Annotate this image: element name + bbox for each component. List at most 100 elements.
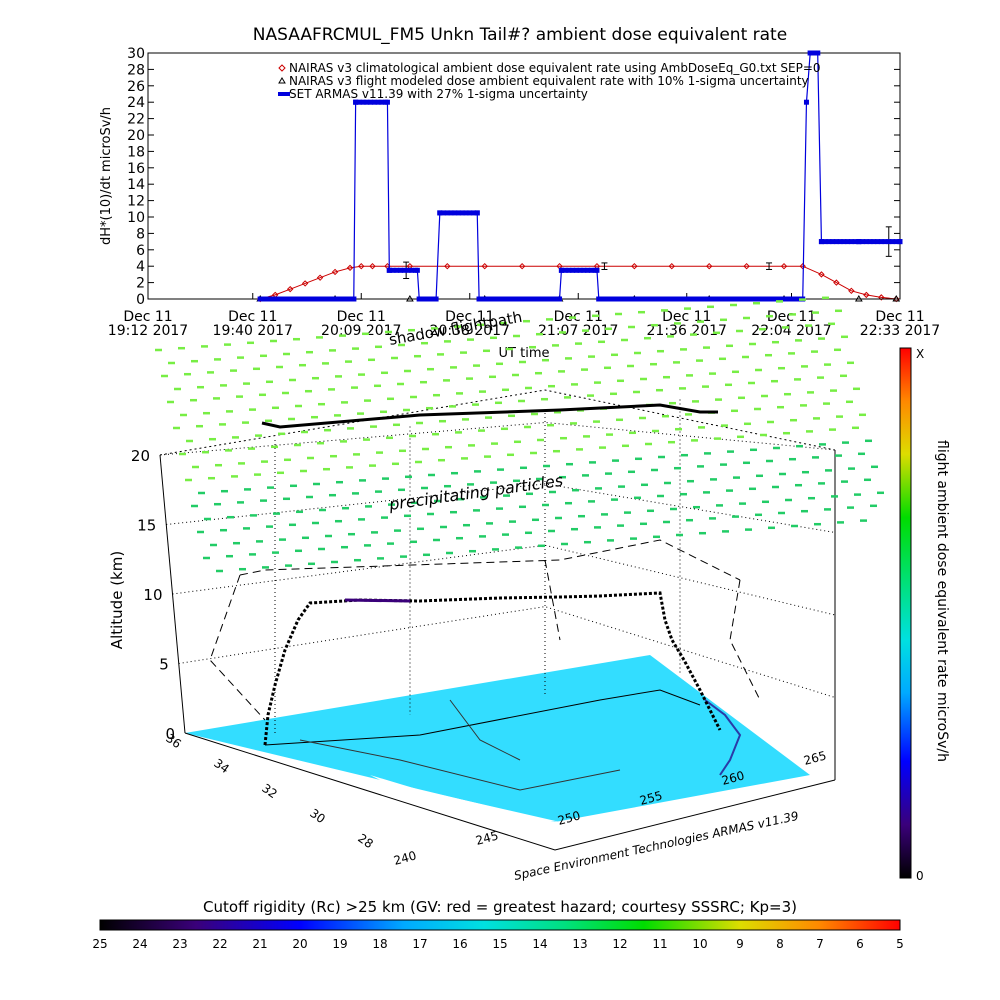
series-point	[890, 239, 896, 245]
series-point	[852, 239, 858, 245]
series-point	[518, 262, 526, 270]
series-point	[301, 280, 309, 287]
series-point	[753, 296, 759, 302]
series-point	[871, 239, 877, 245]
series-point	[764, 296, 770, 302]
series-point	[265, 296, 271, 302]
series-point	[444, 262, 451, 270]
projection-dashed-line	[239, 539, 741, 581]
latitude-tick-label: 30	[307, 806, 328, 826]
series-point	[607, 296, 613, 302]
series-point	[286, 285, 294, 293]
grid-line	[159, 421, 836, 456]
shadow-flightpath-ground	[264, 689, 701, 746]
series-point	[343, 296, 349, 302]
series-point	[686, 296, 692, 302]
series-point	[525, 296, 531, 302]
cutoff-scale-label: 20	[292, 937, 307, 951]
cutoff-scale-label: 14	[532, 937, 547, 951]
series-point	[704, 296, 710, 302]
series-point	[371, 99, 377, 105]
series-point	[427, 296, 433, 302]
cutoff-scale-label: 5	[896, 937, 904, 951]
y-axis-label: dH*(10)/dt microSv/h	[99, 107, 114, 245]
series-point	[637, 296, 643, 302]
series-point	[444, 210, 450, 216]
series-point	[558, 267, 564, 273]
y-tick-label: 24	[127, 95, 145, 111]
shadow-flightpath	[261, 403, 718, 429]
series-point	[484, 296, 490, 302]
series-point	[456, 210, 462, 216]
series-point	[734, 296, 740, 302]
series-point	[536, 296, 542, 302]
series-point	[441, 210, 447, 216]
series-point	[356, 99, 362, 105]
y-tick-label: 10	[127, 210, 145, 226]
series-point	[521, 296, 527, 302]
series-point	[768, 296, 774, 302]
cutoff-fill	[99, 919, 901, 931]
altitude-tick-label: 10	[143, 586, 162, 604]
y-tick-label: 26	[127, 79, 145, 95]
y-tick-label: 4	[136, 259, 145, 275]
altitude-tick-label: 15	[137, 517, 156, 535]
series-point	[313, 296, 319, 302]
latitude-tick-label: 28	[355, 831, 376, 851]
series-point	[499, 296, 505, 302]
series-point	[780, 262, 788, 270]
series-point	[882, 239, 888, 245]
cutoff-scale-label: 17	[412, 937, 427, 951]
y-tick-label: 14	[127, 177, 145, 193]
series-point	[506, 296, 512, 302]
cutoff-scale-label: 25	[92, 937, 107, 951]
back-edge-top	[159, 389, 836, 456]
cutoff-scale-label: 11	[652, 937, 667, 951]
series-point	[644, 296, 650, 302]
series-point	[543, 296, 549, 302]
series-point	[783, 296, 789, 302]
x-tick-date: Dec 11	[554, 309, 603, 325]
dose-rate-chart: NASAAFRCMUL_FM5 Unkn Tail#? ambient dose…	[99, 25, 940, 361]
series-point	[815, 50, 821, 56]
series-point	[674, 296, 680, 302]
floor-frame	[184, 732, 836, 851]
series-point	[562, 267, 568, 273]
series-point	[633, 296, 639, 302]
series-point	[830, 239, 836, 245]
series-point	[787, 296, 793, 302]
legend-marker	[278, 77, 286, 84]
cutoff-scale-label: 16	[452, 937, 467, 951]
longitude-tick-label: 260	[720, 768, 746, 787]
series-point	[671, 296, 677, 302]
series-point	[510, 296, 516, 302]
series-point	[867, 239, 873, 245]
series-point	[452, 210, 458, 216]
series-point	[401, 267, 407, 273]
series-point	[347, 296, 353, 302]
dose-rate-colorbar: X 0 flight ambient dose equivalent rate …	[899, 347, 950, 883]
series-point	[570, 267, 576, 273]
series-point	[331, 268, 339, 276]
series-point	[573, 267, 579, 273]
y-tick-label: 12	[127, 194, 145, 210]
cutoff-scale-label: 18	[372, 937, 387, 951]
colorbar-label: flight ambient dose equivalent rate micr…	[934, 440, 950, 762]
y-tick-label: 18	[127, 144, 145, 160]
series-point	[641, 296, 647, 302]
series-point	[600, 296, 606, 302]
legend-label: SET ARMAS v11.39 with 27% 1-sigma uncert…	[289, 87, 588, 101]
y-tick-label: 28	[127, 62, 145, 78]
altitude-ticks: 0 5 10 15 20	[131, 447, 175, 743]
series-point	[555, 296, 561, 302]
y-tick-label: 20	[127, 128, 145, 144]
latitude-tick-label: 34	[211, 756, 232, 776]
series-point	[280, 296, 286, 302]
colorbar-fill	[899, 347, 912, 879]
series-point	[405, 267, 411, 273]
series-point	[712, 296, 718, 302]
series-point	[848, 287, 855, 295]
series-point	[420, 296, 426, 302]
